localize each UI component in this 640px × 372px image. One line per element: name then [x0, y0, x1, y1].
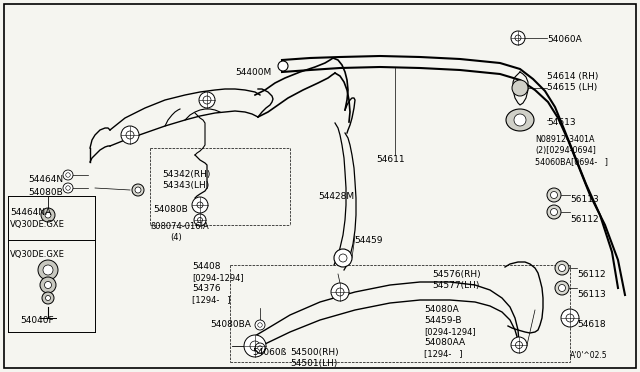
Circle shape [334, 249, 352, 267]
Text: ß08074-016lA: ß08074-016lA [150, 222, 209, 231]
Text: 54500(RH): 54500(RH) [290, 348, 339, 357]
Text: [0294-1294]: [0294-1294] [424, 327, 476, 336]
Text: 54501(LH): 54501(LH) [290, 359, 337, 368]
Text: 56112: 56112 [577, 270, 605, 279]
Circle shape [514, 114, 526, 126]
Text: (2)[0294-0694]: (2)[0294-0694] [535, 146, 596, 155]
Text: [0294-1294]: [0294-1294] [192, 273, 244, 282]
Circle shape [121, 126, 139, 144]
Ellipse shape [506, 109, 534, 131]
Circle shape [45, 295, 51, 301]
Circle shape [547, 188, 561, 202]
Circle shape [331, 283, 349, 301]
Text: 54342(RH): 54342(RH) [162, 170, 211, 179]
Text: 54408: 54408 [192, 262, 221, 271]
Circle shape [336, 288, 344, 296]
Text: (4): (4) [170, 233, 182, 242]
Circle shape [135, 187, 141, 193]
Circle shape [250, 341, 260, 351]
Text: 54040F: 54040F [20, 316, 54, 325]
Text: 54428M: 54428M [318, 192, 354, 201]
Circle shape [192, 197, 208, 213]
Text: 56112: 56112 [570, 215, 598, 224]
Circle shape [515, 341, 522, 349]
Circle shape [255, 320, 265, 330]
Text: 54615 (LH): 54615 (LH) [547, 83, 597, 92]
Circle shape [198, 218, 202, 222]
Circle shape [550, 192, 557, 199]
Circle shape [559, 285, 566, 292]
Text: 54080B: 54080B [153, 205, 188, 214]
Text: 54459: 54459 [354, 236, 383, 245]
Text: 54613: 54613 [547, 118, 575, 127]
Circle shape [512, 80, 528, 96]
Text: 54576(RH): 54576(RH) [432, 270, 481, 279]
Text: 54464NA: 54464NA [10, 208, 51, 217]
Circle shape [258, 346, 262, 350]
Text: [1294-   ]: [1294- ] [192, 295, 230, 304]
Circle shape [511, 31, 525, 45]
Text: 54080A: 54080A [424, 305, 459, 314]
Text: [1294-   ]: [1294- ] [424, 349, 463, 358]
Circle shape [203, 96, 211, 104]
Circle shape [38, 260, 58, 280]
Circle shape [126, 131, 134, 139]
Text: 54080B: 54080B [28, 188, 63, 197]
Circle shape [555, 261, 569, 275]
Text: N08912-3401A: N08912-3401A [535, 135, 595, 144]
Text: 54060BA[0694-   ]: 54060BA[0694- ] [535, 157, 608, 166]
Circle shape [511, 337, 527, 353]
Circle shape [197, 202, 203, 208]
Circle shape [66, 173, 70, 177]
Text: 54060ß: 54060ß [252, 348, 286, 357]
Circle shape [194, 214, 206, 226]
Circle shape [66, 186, 70, 190]
Text: VQ30DE.GXE: VQ30DE.GXE [10, 250, 65, 259]
Circle shape [199, 92, 215, 108]
Text: 54343(LH): 54343(LH) [162, 181, 209, 190]
Text: 54618: 54618 [577, 320, 605, 329]
Text: 54080BA: 54080BA [210, 320, 251, 329]
Circle shape [132, 184, 144, 196]
Circle shape [550, 208, 557, 215]
Text: 54376: 54376 [192, 284, 221, 293]
Circle shape [45, 282, 51, 289]
Text: 54614 (RH): 54614 (RH) [547, 72, 598, 81]
Text: 54400M: 54400M [235, 68, 271, 77]
Circle shape [43, 265, 53, 275]
Text: 54577(LH): 54577(LH) [432, 281, 479, 290]
Circle shape [40, 277, 56, 293]
Circle shape [244, 335, 266, 357]
Text: VQ30DE.GXE: VQ30DE.GXE [10, 220, 65, 229]
Circle shape [515, 35, 521, 41]
Circle shape [258, 323, 262, 327]
Circle shape [339, 254, 347, 262]
Circle shape [566, 314, 574, 322]
Circle shape [255, 343, 265, 353]
Text: 54060A: 54060A [547, 35, 582, 44]
Text: 54611: 54611 [376, 155, 404, 164]
Text: 56113: 56113 [577, 290, 605, 299]
Circle shape [63, 170, 73, 180]
Circle shape [41, 208, 55, 222]
Circle shape [555, 281, 569, 295]
Text: A'0'^02.5: A'0'^02.5 [570, 351, 608, 360]
Circle shape [42, 292, 54, 304]
Text: 54080AA: 54080AA [424, 338, 465, 347]
Circle shape [561, 309, 579, 327]
Circle shape [278, 61, 288, 71]
Text: 56113: 56113 [570, 195, 599, 204]
Text: 54459-B: 54459-B [424, 316, 461, 325]
Text: 54464N: 54464N [28, 175, 63, 184]
Circle shape [45, 212, 51, 218]
Circle shape [63, 183, 73, 193]
Circle shape [547, 205, 561, 219]
Circle shape [559, 264, 566, 272]
